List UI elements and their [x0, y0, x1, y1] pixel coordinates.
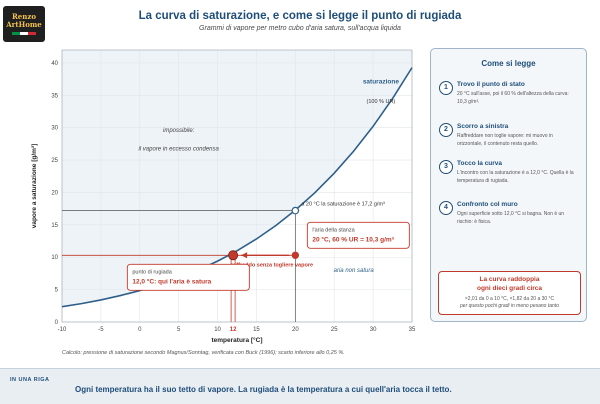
step-description: L'incontro con la saturazione è a 12,0 °… [457, 170, 574, 184]
x-tick-label: 15 [253, 327, 260, 333]
saturation-point-label: a 20 °C la saturazione è 17,2 g/m³ [301, 202, 385, 208]
dew-callout-line2: 12,0 °C: qui l'aria è satura [132, 277, 211, 285]
summary-message: Ogni temperatura ha il suo tetto di vapo… [75, 385, 452, 394]
summary-tag: IN UNA RIGA [10, 377, 50, 383]
step-description: 20 °C sull'asse, poi il 60 % dell'altezz… [457, 91, 569, 105]
step-title: Trovo il punto di stato [457, 81, 525, 88]
logo-text-1: Renzo [11, 12, 36, 21]
dew-callout-line1: punto di rugiada [132, 269, 172, 275]
x-tick-label: -5 [98, 327, 104, 333]
room-callout-line2: 20 °C, 60 % UR = 10,3 g/m³ [312, 235, 394, 243]
supersaturated-region [62, 50, 412, 307]
x-axis-label: temperatura [°C] [212, 336, 263, 344]
step-number: 4 [439, 201, 453, 215]
x-tick-label: 30 [370, 327, 377, 333]
dew-point [228, 250, 239, 261]
x-tick-label: -10 [58, 327, 67, 333]
region-label-top-1: impossibile: [163, 128, 195, 134]
logo-text-2: ArtHome [6, 20, 42, 29]
y-tick-label: 25 [51, 158, 58, 164]
y-tick-label: 35 [51, 93, 58, 99]
step-title: Scorro a sinistra [457, 123, 509, 130]
curve-label-sub: (100 % UR) [367, 99, 396, 105]
cooling-arrowhead [241, 252, 248, 259]
panel-title: Come si legge [481, 59, 536, 68]
plot-frame [61, 49, 413, 323]
doubling-detail: ×2,01 da 0 a 10 °C, ×1,82 da 20 a 30 °C [464, 296, 555, 302]
region-label-top-2: il vapore in eccesso condensa [138, 146, 219, 152]
saturation-point [291, 206, 300, 215]
doubling-title-1: La curva raddoppia [479, 276, 540, 283]
y-tick-label: 0 [55, 320, 59, 326]
page-title: La curva di saturazione, e come si legge… [138, 10, 462, 22]
step-number: 1 [439, 81, 453, 95]
y-axis-label: vapore a saturazione [g/m³] [31, 144, 38, 229]
flag-icon [12, 32, 36, 35]
step-number: 3 [439, 160, 453, 174]
y-tick-label: 30 [51, 126, 58, 132]
x-tick-label: 25 [331, 327, 338, 333]
step-title: Confronto col muro [457, 201, 518, 208]
room-callout-line1: l'aria della stanza [312, 227, 355, 233]
x-tick-label: 0 [138, 327, 142, 333]
step-number: 2 [439, 123, 453, 137]
doubling-callout: La curva raddoppia ogni dieci gradi circ… [438, 271, 581, 315]
x-tick-label: 12 [230, 327, 237, 333]
dew-callout-box [126, 263, 250, 291]
y-tick-label: 15 [51, 223, 58, 229]
how-to-read-panel: Come si legge 1 Trovo il punto di stato … [430, 48, 587, 322]
region-label-bottom: aria non satura [334, 268, 375, 274]
x-tick-label: 5 [177, 327, 181, 333]
y-tick-label: 20 [51, 190, 58, 196]
room-state-point [291, 251, 300, 259]
doubling-title-2: ogni dieci gradi circa [476, 285, 543, 292]
x-tick-label: 10 [214, 327, 221, 333]
y-tick-label: 10 [51, 255, 58, 261]
x-tick-label: 35 [409, 327, 416, 333]
doubling-note: per questo pochi gradi in meno pesano ta… [460, 303, 559, 309]
y-tick-label: 40 [51, 61, 58, 67]
step-title: Tocco la curva [457, 160, 503, 167]
page-subtitle: Grammi di vapore per metro cubo d'aria s… [199, 25, 401, 32]
summary-bar: IN UNA RIGA Ogni temperatura ha il suo t… [0, 368, 600, 404]
room-callout-box [306, 221, 410, 249]
cooling-label: raffreddo senza togliere vapore [231, 262, 313, 268]
step-description: Ogni superficie sotto 12,0 °C si bagna. … [457, 211, 565, 225]
curve-label: saturazione [363, 79, 400, 86]
logo: Renzo ArtHome [3, 6, 45, 42]
x-tick-label: 20 [292, 327, 299, 333]
y-tick-label: 5 [55, 288, 59, 294]
chart-caption: Calcolo: pressione di saturazione second… [62, 350, 345, 356]
step-description: Raffreddare non toglie vapore: mi muovo … [457, 133, 553, 147]
